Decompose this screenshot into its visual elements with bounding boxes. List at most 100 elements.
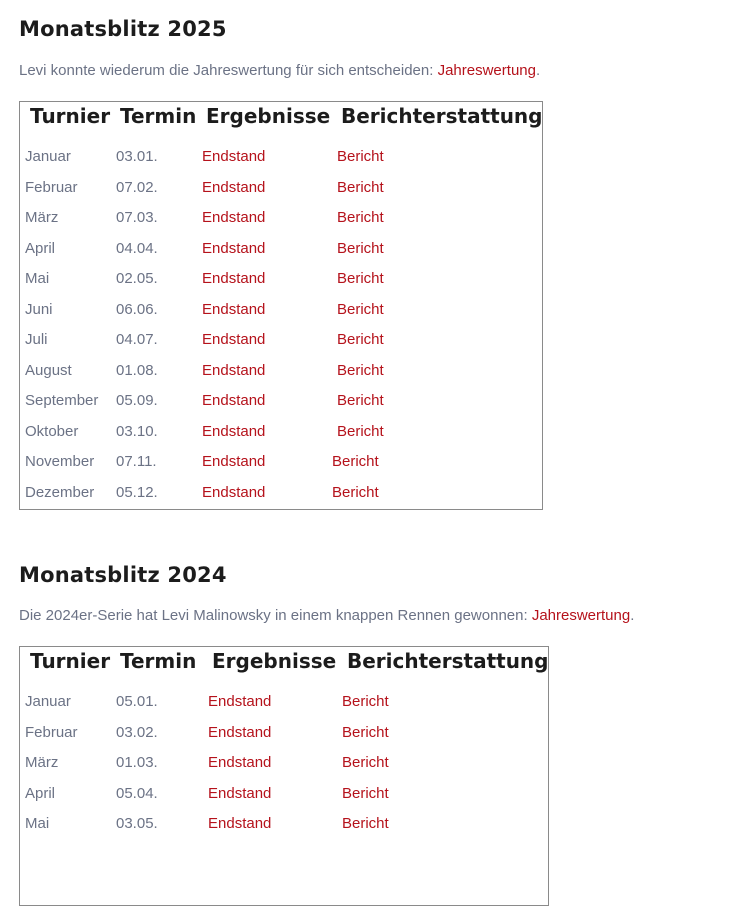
column-header-ergebnisse: Ergebnisse xyxy=(212,649,337,673)
bericht-link[interactable]: Bericht xyxy=(342,754,389,771)
tournament-date: 02.05. xyxy=(116,270,158,287)
intro-end: . xyxy=(535,62,541,79)
column-header-turnier: Turnier xyxy=(30,104,111,128)
endstand-link[interactable]: Endstand xyxy=(202,178,266,196)
bericht-link[interactable]: Bericht xyxy=(332,483,379,501)
bericht-link[interactable]: Bericht xyxy=(337,361,384,379)
bericht-link[interactable]: Bericht xyxy=(337,392,384,409)
tournament-date: 03.01. xyxy=(116,148,158,165)
tournament-date: 04.07. xyxy=(116,331,158,348)
intro-2025: Levi konnte wiederum die Jahreswertung f… xyxy=(19,62,540,79)
table-row: November 07.11. Endstand Bericht xyxy=(20,447,542,477)
endstand-link[interactable]: Endstand xyxy=(208,815,272,832)
tournament-date: 07.11. xyxy=(116,453,157,470)
table-row: April 04.04. Endstand Bericht xyxy=(20,234,542,264)
table-row: Januar 03.01. Endstand Bericht xyxy=(20,142,542,172)
endstand-link[interactable]: Endstand xyxy=(202,331,266,348)
tournament-date: 05.09. xyxy=(116,392,158,409)
tournament-date: 07.02. xyxy=(116,178,158,196)
table-row: Mai 02.05. Endstand Bericht xyxy=(20,264,542,294)
table-row: Februar 07.02. Endstand Bericht xyxy=(20,173,542,203)
endstand-link[interactable]: Endstand xyxy=(202,300,266,318)
tournament-date: 07.03. xyxy=(116,209,158,226)
tournament-date: 05.01. xyxy=(116,693,158,710)
intro-text: Die 2024er-Serie hat Levi Malinowsky in … xyxy=(19,607,532,624)
endstand-link[interactable]: Endstand xyxy=(202,148,266,165)
tournament-month: Januar xyxy=(25,148,71,165)
table-row: Oktober 03.10. Endstand Bericht xyxy=(20,417,542,447)
tournament-month: April xyxy=(25,784,56,802)
endstand-link[interactable]: Endstand xyxy=(202,361,266,379)
table-row: April 05.04. Endstand Bericht xyxy=(20,779,548,809)
jahreswertung-link[interactable]: Jahreswertung xyxy=(437,62,536,79)
bericht-link[interactable]: Bericht xyxy=(342,784,389,802)
section-title-2025: Monatsblitz 2025 xyxy=(19,17,227,41)
tournament-date: 04.04. xyxy=(116,239,158,257)
endstand-link[interactable]: Endstand xyxy=(202,270,266,287)
column-header-berichterstattung: Berichterstattung xyxy=(347,649,549,673)
endstand-link[interactable]: Endstand xyxy=(202,392,266,409)
bericht-link[interactable]: Bericht xyxy=(332,453,379,470)
bericht-link[interactable]: Bericht xyxy=(337,239,384,257)
tournament-month: April xyxy=(25,239,56,257)
results-table-2024: Turnier Termin Ergebnisse Berichterstattung… xyxy=(19,646,549,906)
tournament-month: Dezember xyxy=(25,483,95,501)
bericht-link[interactable]: Bericht xyxy=(337,178,384,196)
table-row: Januar 05.01. Endstand Bericht xyxy=(20,687,548,717)
tournament-month: Mai xyxy=(25,270,50,287)
tournament-month: März xyxy=(25,209,59,226)
tournament-month: Januar xyxy=(25,693,71,710)
tournament-month: März xyxy=(25,754,59,771)
table-row: März 07.03. Endstand Bericht xyxy=(20,203,542,233)
tournament-date: 03.10. xyxy=(116,422,158,440)
endstand-link[interactable]: Endstand xyxy=(202,239,266,257)
bericht-link[interactable]: Bericht xyxy=(337,331,384,348)
endstand-link[interactable]: Endstand xyxy=(208,723,272,741)
bericht-link[interactable]: Bericht xyxy=(337,422,384,440)
tournament-month: Mai xyxy=(25,815,50,832)
bericht-link[interactable]: Bericht xyxy=(337,270,384,287)
column-header-termin: Termin xyxy=(120,649,197,673)
tournament-date: 03.02. xyxy=(116,723,158,741)
intro-text: Levi konnte wiederum die Jahreswertung f… xyxy=(19,62,438,79)
endstand-link[interactable]: Endstand xyxy=(202,483,266,501)
intro-end: . xyxy=(630,607,635,624)
tournament-month: Februar xyxy=(25,723,78,741)
tournament-date: 05.04. xyxy=(116,784,158,802)
intro-2024: Die 2024er-Serie hat Levi Malinowsky in … xyxy=(19,607,634,624)
tournament-date: 03.05. xyxy=(116,815,158,832)
endstand-link[interactable]: Endstand xyxy=(202,453,266,470)
table-row: Mai 03.05. Endstand Bericht xyxy=(20,809,548,839)
table-row: Juli 04.07. Endstand Bericht xyxy=(20,325,542,355)
jahreswertung-link[interactable]: Jahreswertung xyxy=(531,607,631,624)
tournament-date: 01.03. xyxy=(116,754,158,771)
column-header-ergebnisse: Ergebnisse xyxy=(206,104,331,128)
endstand-link[interactable]: Endstand xyxy=(208,784,272,802)
bericht-link[interactable]: Bericht xyxy=(337,209,384,226)
bericht-link[interactable]: Bericht xyxy=(337,148,384,165)
results-table-2025: Turnier Termin Ergebnisse Berichterstattung… xyxy=(19,101,543,510)
column-header-turnier: Turnier xyxy=(30,649,111,673)
tournament-month: September xyxy=(25,392,99,409)
bericht-link[interactable]: Bericht xyxy=(337,300,384,318)
table-row: September 05.09. Endstand Bericht xyxy=(20,386,542,416)
table-row: Dezember 05.12. Endstand Bericht xyxy=(20,478,542,508)
column-header-berichterstattung: Berichterstattung xyxy=(341,104,543,128)
endstand-link[interactable]: Endstand xyxy=(208,754,272,771)
tournament-month: Oktober xyxy=(25,422,79,440)
bericht-link[interactable]: Bericht xyxy=(342,815,389,832)
column-header-termin: Termin xyxy=(120,104,197,128)
tournament-date: 01.08. xyxy=(116,361,158,379)
endstand-link[interactable]: Endstand xyxy=(208,693,272,710)
bericht-link[interactable]: Bericht xyxy=(342,723,389,741)
tournament-month: Juni xyxy=(25,300,53,318)
bericht-link[interactable]: Bericht xyxy=(342,693,389,710)
endstand-link[interactable]: Endstand xyxy=(202,209,266,226)
section-title-2024: Monatsblitz 2024 xyxy=(19,563,227,587)
tournament-date: 06.06. xyxy=(116,300,158,318)
table-row: August 01.08. Endstand Bericht xyxy=(20,356,542,386)
endstand-link[interactable]: Endstand xyxy=(202,422,266,440)
tournament-month: November xyxy=(25,453,95,470)
table-row: März 01.03. Endstand Bericht xyxy=(20,748,548,778)
tournament-month: Februar xyxy=(25,178,78,196)
